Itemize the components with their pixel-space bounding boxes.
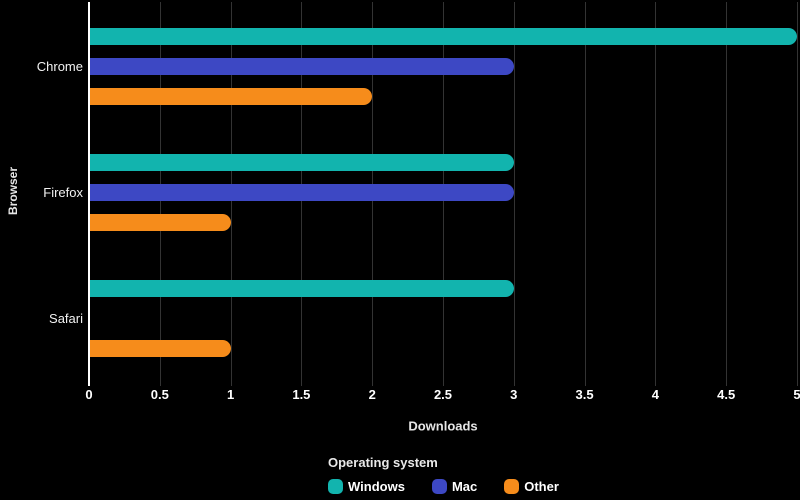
x-tick-label: 4 [651, 387, 659, 402]
legend-label-other: Other [524, 479, 559, 494]
legend: Operating system Windows Mac Other [328, 455, 559, 494]
x-tick-label: 2.5 [433, 387, 453, 402]
legend-label-windows: Windows [348, 479, 405, 494]
gridline [585, 2, 586, 386]
x-tick-label: 3 [510, 387, 518, 402]
gridline [514, 2, 515, 386]
legend-item-other: Other [504, 479, 559, 494]
y-axis-line [88, 2, 90, 386]
x-axis-title: Downloads [408, 418, 478, 434]
gridline [726, 2, 727, 386]
legend-item-mac: Mac [431, 479, 478, 494]
bar-safari-windows [89, 280, 514, 297]
y-category-label-safari: Safari [49, 310, 83, 326]
x-tick-label: 3.5 [575, 387, 594, 402]
bar-chrome-other [89, 88, 372, 105]
x-tick-label: 5 [793, 387, 800, 402]
y-category-label-firefox: Firefox [43, 184, 83, 200]
x-tick-label: 1 [226, 387, 235, 402]
bar-chrome-windows [89, 28, 797, 45]
legend-swatch-other [504, 479, 520, 494]
gridline [797, 2, 798, 386]
legend-item-windows: Windows [328, 479, 405, 494]
x-tick-label: 0.5 [150, 387, 169, 402]
legend-swatch-windows [328, 479, 343, 494]
bar-firefox-other [89, 214, 231, 231]
legend-swatch-mac [431, 479, 447, 494]
y-category-label-chrome: Chrome [36, 58, 83, 74]
bar-firefox-windows [89, 154, 514, 171]
legend-row: Windows Mac Other [328, 479, 559, 494]
x-tick-label: 4.5 [717, 387, 736, 402]
bar-safari-other [89, 340, 231, 357]
legend-title: Operating system [328, 455, 438, 470]
bar-chrome-mac [89, 58, 514, 75]
x-tick-label: 1.5 [292, 387, 311, 402]
legend-label-mac: Mac [451, 479, 478, 494]
gridline [655, 2, 656, 386]
x-tick-label: 0 [85, 387, 93, 402]
plot-area [88, 2, 798, 386]
bar-firefox-mac [89, 184, 514, 201]
x-tick-label: 2 [368, 387, 376, 402]
